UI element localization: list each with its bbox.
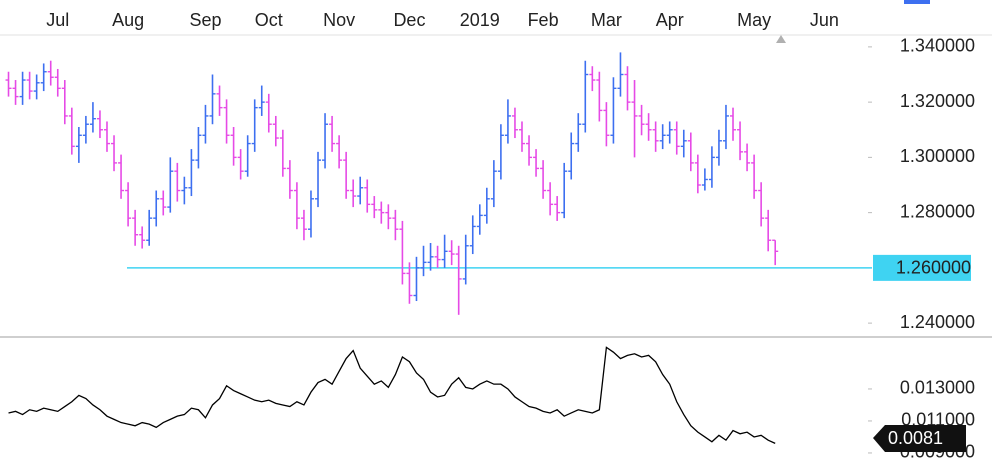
x-tick-label: May [737, 10, 771, 30]
x-tick-label: Dec [393, 10, 425, 30]
toolbar-corner [904, 0, 930, 4]
y-tick-label: 1.340000 [900, 36, 975, 56]
y2-tick-label: 0.013000 [900, 378, 975, 398]
level-label: 1.260000 [896, 258, 971, 278]
indicator-line [8, 346, 776, 444]
value-badge [873, 425, 966, 452]
x-tick-label: Jun [810, 10, 839, 30]
plot-layer: Jul Aug Sep Oct Nov Dec 2019 Feb Mar Apr May Jun 1.2… [5, 10, 975, 462]
y-tick-label: 1.320000 [900, 91, 975, 111]
x-tick-label: 2019 [460, 10, 500, 30]
x-tick-label: Feb [528, 10, 559, 30]
x-tick-label: Aug [112, 10, 144, 30]
x-tick-label: Mar [591, 10, 622, 30]
x-tick-label: Apr [656, 10, 684, 30]
x-tick-label: Nov [323, 10, 355, 30]
future-marker [776, 35, 786, 43]
y-tick-label: 1.300000 [900, 146, 975, 166]
x-tick-label: Oct [255, 10, 283, 30]
level-label-box [873, 254, 971, 281]
y-tick-label: 1.280000 [900, 201, 975, 221]
y2-tick-label: 0.011000 [901, 410, 975, 430]
y-tick-label: 1.240000 [900, 312, 975, 332]
x-tick-label: Sep [189, 10, 221, 30]
x-tick-label: Jul [46, 10, 69, 30]
value-badge-label: 0.0081 [888, 428, 943, 448]
